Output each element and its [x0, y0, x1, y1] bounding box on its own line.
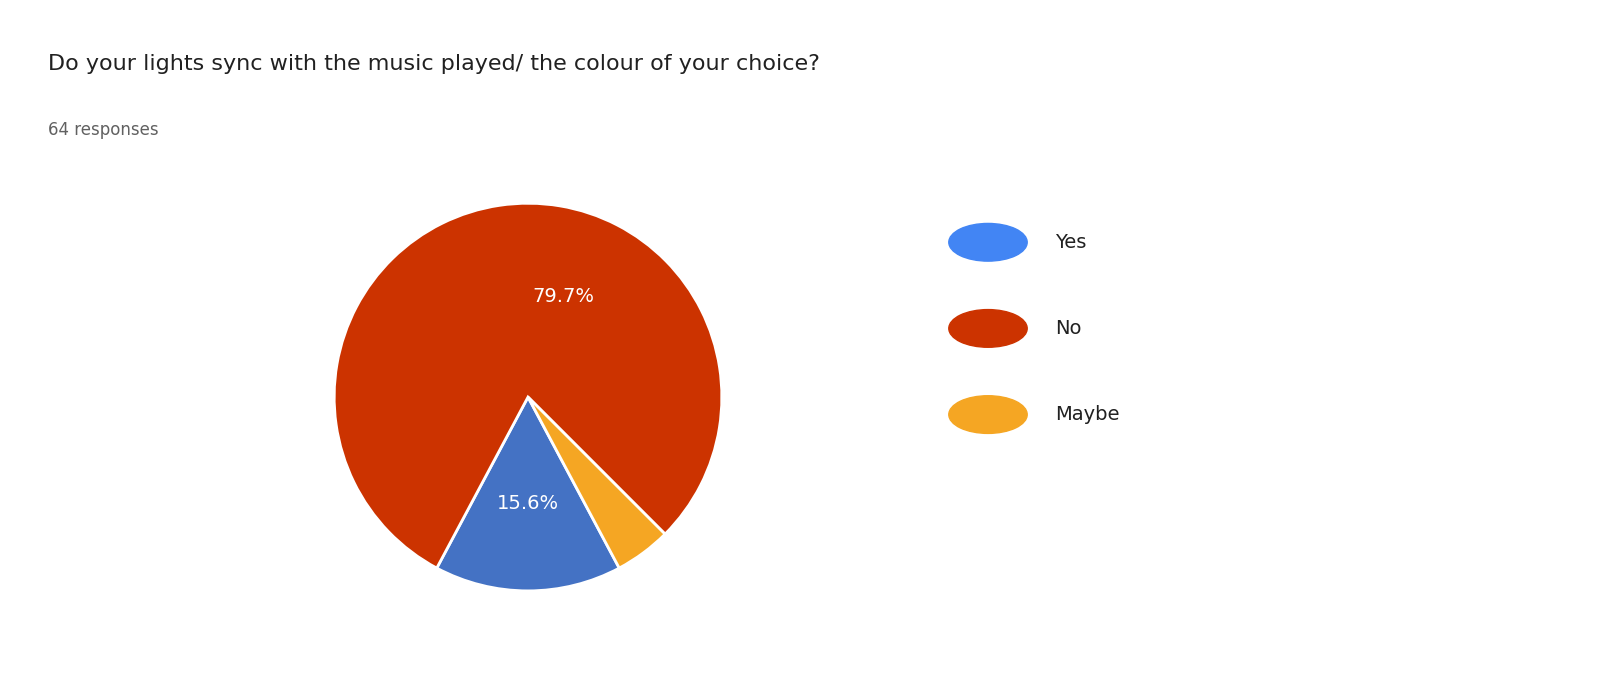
Wedge shape	[334, 203, 722, 568]
Text: Yes: Yes	[1056, 233, 1086, 252]
Wedge shape	[437, 397, 619, 591]
Text: 79.7%: 79.7%	[533, 287, 595, 306]
Wedge shape	[528, 397, 666, 568]
Text: No: No	[1056, 319, 1082, 338]
Circle shape	[949, 310, 1027, 347]
Circle shape	[949, 396, 1027, 433]
Circle shape	[949, 223, 1027, 261]
Text: 15.6%: 15.6%	[498, 494, 558, 513]
Text: Do your lights sync with the music played/ the colour of your choice?: Do your lights sync with the music playe…	[48, 54, 819, 74]
Text: Maybe: Maybe	[1056, 405, 1120, 424]
Text: 64 responses: 64 responses	[48, 121, 158, 139]
